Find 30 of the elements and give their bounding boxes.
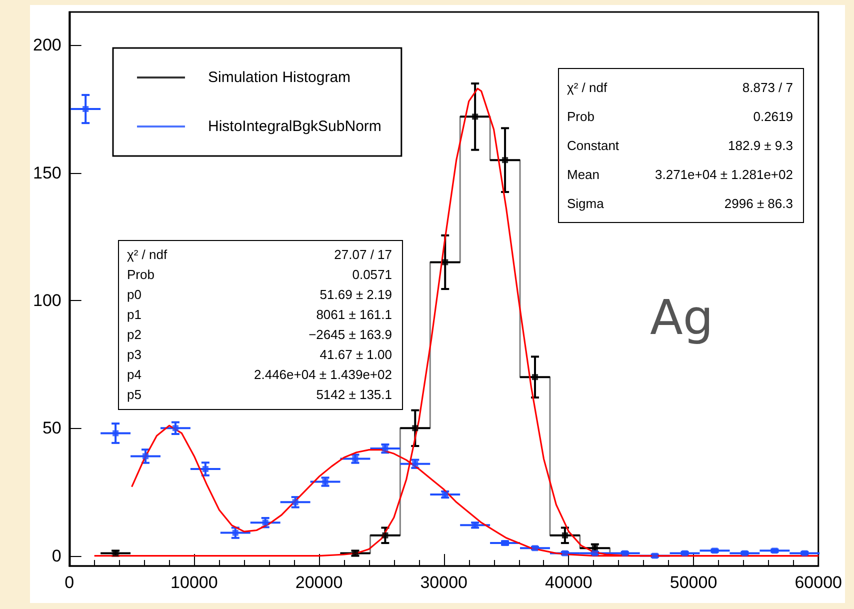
point (172, 425, 178, 432)
x-tick-label: 50000 (670, 573, 718, 592)
point (142, 453, 149, 460)
legend-label: HistoIntegralBgkSubNorm (208, 118, 382, 135)
text: χ² / ndf 8.873 / 7 Prob 0.2619 Constant 182.9 ± 9.3 Mean 3.271e+04 ± 1.281e+02 Sigma 2996 ± 86.3 (567, 80, 793, 211)
y-tick-label: 100 (32, 290, 62, 310)
y-tick-label: 0 (52, 546, 62, 566)
point (82, 106, 89, 112)
point (532, 545, 538, 552)
point (562, 532, 568, 538)
legend-label: Simulation Histogram (208, 69, 351, 86)
x-tick-label: 10000 (170, 573, 218, 592)
x-tick-label: 0 (64, 573, 74, 592)
y-tick-label: 200 (32, 36, 62, 55)
point (502, 157, 508, 164)
point (112, 430, 119, 436)
y-tick-label: 50 (42, 418, 62, 438)
x-tick-label: 20000 (295, 573, 343, 592)
y-tick-label: 150 (32, 163, 62, 182)
point (202, 466, 208, 472)
point (472, 114, 478, 120)
point (382, 532, 388, 538)
text: χ² / ndf 27.07 / 17 Prob 0.0571 p0 51.69 ± 2.19 p1 8061 ± 161.1 p2 −2645 ± 163.9 p3 41.67 ± 1.00 p4 2.446e+04 ± 1.439e+02 p5 5142 ± 135.1 (127, 247, 392, 402)
x-tick-label: 40000 (545, 573, 592, 592)
point (442, 259, 448, 266)
point (532, 374, 538, 380)
annotation: Ag (650, 290, 714, 346)
x-tick-label: 30000 (420, 573, 468, 592)
x-tick-label: 60000 (794, 573, 842, 592)
point (412, 425, 418, 432)
